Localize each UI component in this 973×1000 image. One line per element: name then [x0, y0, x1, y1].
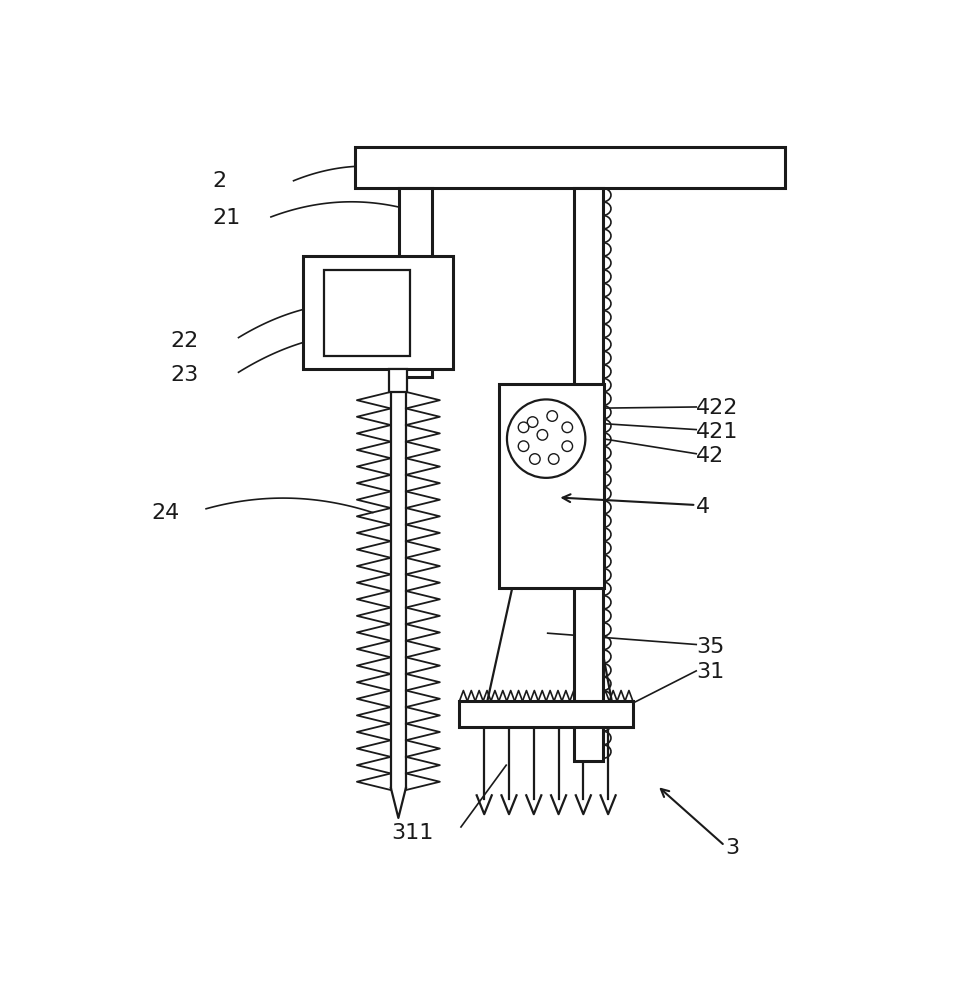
Text: 421: 421: [697, 422, 739, 442]
Text: 23: 23: [170, 365, 198, 385]
Bar: [389, 369, 408, 392]
Circle shape: [537, 430, 548, 440]
Circle shape: [549, 454, 559, 464]
Text: 31: 31: [697, 662, 725, 682]
Text: 3: 3: [725, 838, 739, 858]
Bar: [324, 270, 411, 356]
Text: 22: 22: [170, 331, 198, 351]
Bar: [303, 256, 453, 369]
Bar: [355, 147, 785, 188]
Circle shape: [529, 454, 540, 464]
Circle shape: [562, 441, 572, 451]
Text: 42: 42: [697, 446, 725, 466]
Circle shape: [562, 422, 572, 433]
Text: 21: 21: [212, 208, 240, 228]
Text: 35: 35: [697, 637, 725, 657]
Text: 24: 24: [152, 503, 180, 523]
Text: 311: 311: [391, 823, 434, 843]
Circle shape: [527, 417, 538, 427]
Circle shape: [547, 411, 558, 421]
Circle shape: [519, 441, 529, 451]
Bar: [459, 701, 632, 727]
Text: 2: 2: [212, 171, 227, 191]
Text: 422: 422: [697, 398, 739, 418]
Circle shape: [519, 422, 529, 433]
Bar: [499, 384, 604, 588]
Circle shape: [507, 399, 586, 478]
Bar: [399, 188, 432, 377]
Text: 4: 4: [697, 497, 710, 517]
Bar: [574, 188, 602, 761]
